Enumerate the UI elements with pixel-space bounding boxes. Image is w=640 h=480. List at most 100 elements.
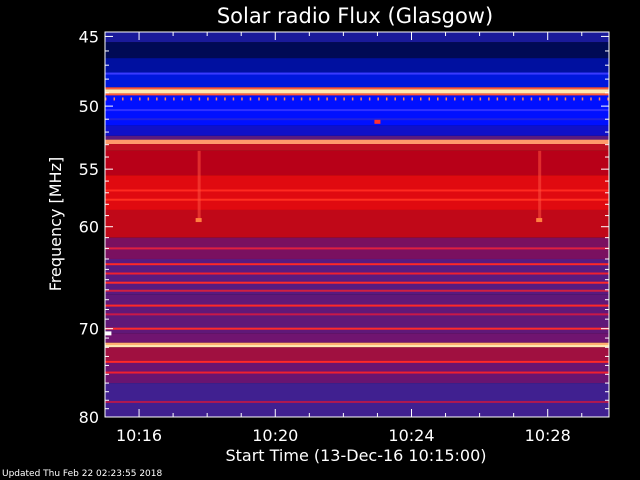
interference-line-15 [105, 400, 609, 403]
line-dot [590, 97, 592, 101]
y-axis: 45 50 55 60 70 80 [79, 27, 609, 427]
interference-line-9 [105, 289, 609, 292]
y-tick-label: 80 [79, 408, 99, 427]
interference-line-5 [105, 247, 609, 250]
interference-line-14 [105, 371, 609, 374]
line-dot [198, 97, 201, 101]
line-dot [105, 97, 107, 101]
line-dot [181, 97, 184, 101]
interference-line-10 [105, 304, 609, 307]
line-dot [334, 97, 337, 101]
line-dot [496, 97, 499, 101]
line-dot [266, 97, 269, 101]
interference-line-7 [105, 272, 609, 275]
band-13 [105, 175, 609, 210]
line-dot [164, 97, 167, 101]
line-dot [113, 97, 116, 101]
x-tick-label: 10:28 [525, 426, 571, 445]
line-dot [539, 97, 541, 101]
line-dot [241, 97, 243, 101]
y-tick-label: 70 [79, 320, 99, 339]
line-dot [530, 97, 533, 101]
interference-line-8 [105, 281, 609, 284]
band-6 [105, 93, 609, 96]
line-dot [445, 97, 448, 101]
interference-line-11 [105, 313, 609, 316]
streak-0 [197, 150, 201, 221]
line-dot [309, 97, 311, 101]
interference-line-6 [105, 263, 609, 266]
x-tick-label: 10:24 [388, 426, 434, 445]
line-dot [598, 97, 601, 101]
y-tick-label: 60 [79, 218, 99, 237]
line-dot [156, 97, 158, 101]
y-tick-label: 50 [79, 97, 99, 116]
band-19 [105, 342, 609, 346]
line-dot [394, 97, 396, 101]
x-tick-label: 10:20 [252, 426, 298, 445]
line-dot [317, 97, 320, 101]
line-dot [207, 97, 209, 101]
y-tick-label: 55 [79, 160, 99, 179]
line-dot [479, 97, 482, 101]
band-11 [105, 144, 609, 151]
line-dot [428, 97, 431, 101]
spot-2 [374, 119, 381, 124]
line-dot [275, 97, 277, 101]
band-3 [105, 72, 609, 88]
band-5 [105, 89, 609, 94]
interference-line-12 [105, 327, 609, 330]
x-axis-label: Start Time (13-Dec-16 10:15:00) [225, 446, 486, 465]
line-dot [130, 97, 133, 101]
line-dot [513, 97, 516, 101]
line-dot [377, 97, 379, 101]
line-dot [402, 97, 405, 101]
line-dot [462, 97, 465, 101]
plot-area [104, 31, 610, 418]
band-14 [105, 209, 609, 238]
line-dot [292, 97, 294, 101]
line-dot [522, 97, 524, 101]
line-dot [471, 97, 473, 101]
interference-line-1 [105, 109, 609, 112]
line-dot [258, 97, 260, 101]
line-dot [232, 97, 235, 101]
line-dot [411, 97, 413, 101]
line-dot [147, 97, 150, 101]
band-18 [105, 333, 609, 343]
line-dot [351, 97, 354, 101]
line-dot [573, 97, 575, 101]
line-dot [420, 97, 422, 101]
line-dot [173, 97, 175, 101]
line-dot [368, 97, 371, 101]
line-dot [547, 97, 550, 101]
line-dot [343, 97, 345, 101]
band-8 [105, 125, 609, 136]
band-12 [105, 150, 609, 176]
line-dot [581, 97, 584, 101]
spot-0 [195, 218, 202, 223]
line-dot [607, 97, 609, 101]
interference-line-4 [105, 198, 609, 201]
line-dot [556, 97, 558, 101]
spot-3 [105, 331, 112, 336]
line-dot [437, 97, 439, 101]
chart-title: Solar radio Flux (Glasgow) [217, 4, 493, 28]
line-dot [505, 97, 507, 101]
line-dot [564, 97, 567, 101]
interference-line-0 [105, 72, 609, 75]
band-21 [105, 347, 609, 361]
line-dot [454, 97, 456, 101]
interference-line-13 [105, 360, 609, 363]
plot-frame [104, 31, 610, 418]
x-tick-label: 10:16 [116, 426, 162, 445]
streak-1 [538, 150, 542, 221]
band-10 [105, 139, 609, 145]
line-dot [122, 97, 124, 101]
line-dot [215, 97, 218, 101]
line-dot [488, 97, 490, 101]
updated-timestamp: Updated Thu Feb 22 02:23:55 2018 [2, 469, 163, 479]
band-2 [105, 58, 609, 73]
line-dot [139, 97, 141, 101]
interference-line-2 [105, 118, 609, 121]
